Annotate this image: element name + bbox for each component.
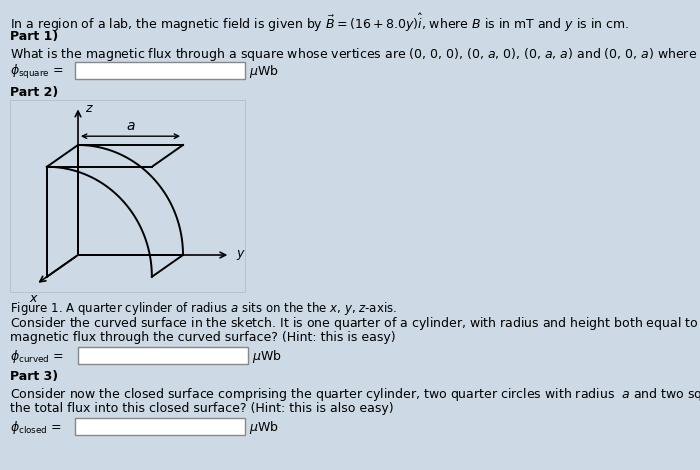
Text: $\phi_{\mathrm{square}}$ =: $\phi_{\mathrm{square}}$ =	[10, 63, 64, 81]
Text: Part 1): Part 1)	[10, 30, 58, 43]
Bar	[75, 62, 245, 79]
Bar	[75, 418, 245, 435]
Text: Consider now the closed surface comprising the quarter cylinder, two quarter cir: Consider now the closed surface comprisi…	[10, 386, 700, 403]
Text: $\phi_{\mathrm{closed}}$ =: $\phi_{\mathrm{closed}}$ =	[10, 419, 62, 436]
Text: What is the magnetic flux through a square whose vertices are (0, 0, 0), (0, $a$: What is the magnetic flux through a squa…	[10, 46, 700, 63]
Text: $z$: $z$	[85, 102, 94, 115]
Text: $\phi_{\mathrm{curved}}$ =: $\phi_{\mathrm{curved}}$ =	[10, 348, 64, 365]
Text: the total flux into this closed surface? (Hint: this is also easy): the total flux into this closed surface?…	[10, 402, 393, 415]
Text: Figure 1. A quarter cylinder of radius $a$ sits on the the $x$, $y$, $z$-axis.: Figure 1. A quarter cylinder of radius $…	[10, 300, 397, 317]
Text: magnetic flux through the curved surface? (Hint: this is easy): magnetic flux through the curved surface…	[10, 331, 395, 344]
Bar	[10, 100, 245, 292]
Text: $\mu$Wb: $\mu$Wb	[249, 419, 279, 436]
Text: Part 2): Part 2)	[10, 86, 58, 99]
Text: Part 3): Part 3)	[10, 370, 58, 383]
Text: Consider the curved surface in the sketch. It is one quarter of a cylinder, with: Consider the curved surface in the sketc…	[10, 315, 700, 332]
Text: $\mu$Wb: $\mu$Wb	[249, 63, 279, 80]
Text: $x$: $x$	[29, 292, 39, 306]
Text: $a$: $a$	[126, 119, 135, 133]
Bar	[78, 347, 248, 364]
Text: $\mu$Wb: $\mu$Wb	[252, 348, 281, 365]
Text: $y$: $y$	[237, 248, 246, 262]
Text: In a region of a lab, the magnetic field is given by $\vec{B} = (16 + 8.0y)\hat{: In a region of a lab, the magnetic field…	[10, 12, 629, 34]
